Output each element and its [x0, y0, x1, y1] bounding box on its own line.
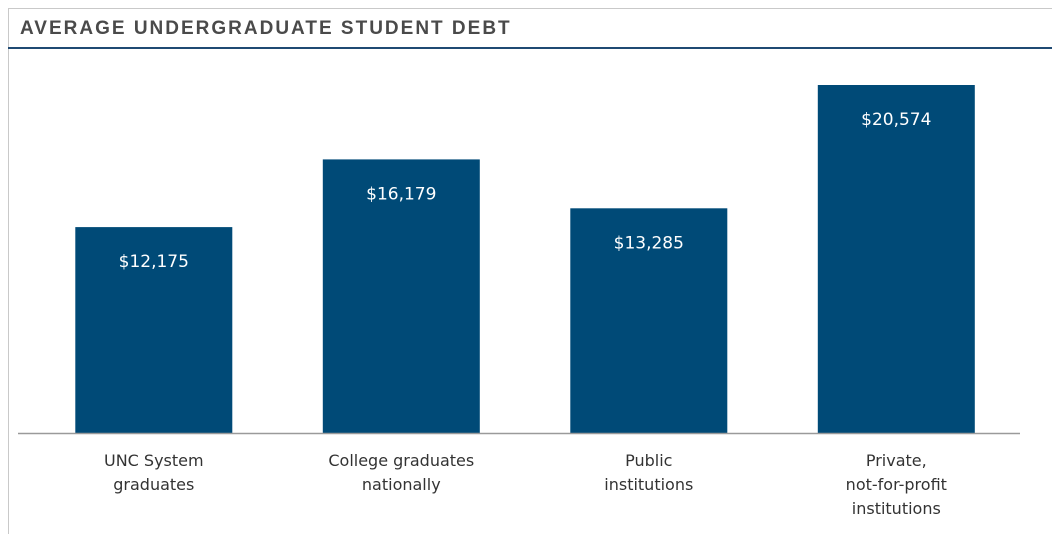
bar-value-label: $13,285	[614, 233, 684, 253]
category-label: Public	[625, 451, 672, 470]
bar-value-label: $20,574	[861, 110, 931, 130]
bar	[75, 227, 233, 433]
bar	[570, 208, 728, 433]
category-label: institutions	[852, 499, 941, 518]
frame-left-border	[8, 8, 9, 534]
title-underline	[8, 47, 1052, 49]
category-label: UNC System	[104, 451, 204, 470]
bar	[322, 159, 480, 433]
category-label: College graduates	[328, 451, 474, 470]
category-label: institutions	[604, 475, 693, 494]
category-label: graduates	[113, 475, 194, 494]
bar-value-label: $16,179	[366, 184, 436, 204]
chart-title: AVERAGE UNDERGRADUATE STUDENT DEBT	[20, 18, 512, 39]
bar	[817, 85, 975, 433]
frame-top-border	[8, 8, 1052, 9]
category-label: Private,	[866, 451, 927, 470]
category-label: nationally	[362, 475, 441, 494]
category-label: not-for-profit	[846, 475, 947, 494]
bar-value-label: $12,175	[119, 252, 189, 272]
